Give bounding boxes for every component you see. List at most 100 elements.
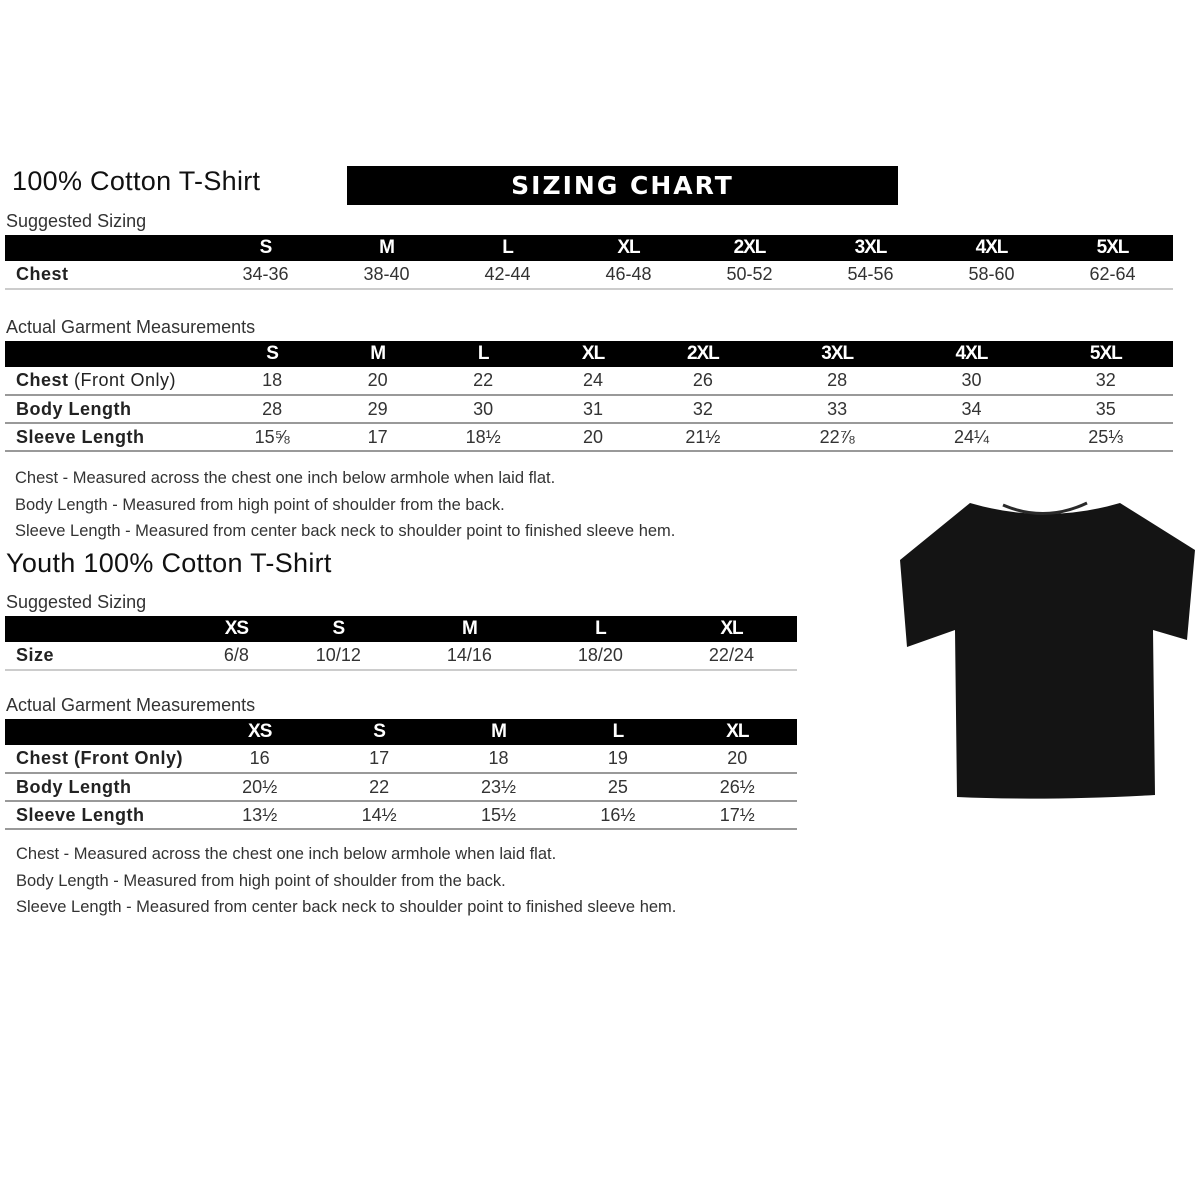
row-label: Chest: [5, 261, 205, 290]
cell-value: 19: [558, 745, 678, 774]
adult-actual-table: S M L XL 2XL 3XL 4XL 5XL Chest (Front Only) 18 20 2…: [5, 341, 1173, 452]
table-row: Sleeve Length 13½ 14½ 15½ 16½ 17½: [5, 801, 797, 830]
row-label-text: Size: [16, 645, 55, 665]
cell-value: 25⅓: [1038, 423, 1173, 452]
cell-value: 22: [319, 773, 439, 802]
header-blank: [5, 719, 200, 745]
row-label: Sleeve Length: [5, 423, 205, 452]
note-body-length: Body Length - Measured from high point o…: [15, 495, 505, 514]
cell-value: 24: [550, 367, 636, 396]
tshirt-icon: [900, 501, 1195, 799]
size-header-2xl: 2XL: [635, 341, 771, 367]
note-chest: Chest - Measured across the chest one in…: [16, 845, 557, 863]
cell-value: 17: [339, 423, 417, 452]
cell-value: 28: [205, 395, 340, 424]
cell-value: 18: [205, 367, 340, 396]
cell-value: 28: [770, 367, 905, 396]
youth-actual-label: Actual Garment Measurements: [6, 695, 256, 715]
size-header-s: S: [319, 719, 439, 745]
size-header-xl: XL: [665, 616, 797, 642]
size-header-5xl: 5XL: [1038, 341, 1173, 367]
cell-value: 17½: [677, 801, 797, 830]
cell-value: 6/8: [200, 642, 273, 671]
row-label: Chest (Front Only): [5, 745, 200, 774]
row-label-text: Chest: [16, 264, 69, 284]
youth-actual-table: XS S M L XL Chest (Front Only) 16 17 18 19 20 Body …: [5, 719, 797, 830]
note-chest: Chest - Measured across the chest one in…: [15, 469, 556, 487]
size-header-m: M: [326, 235, 447, 261]
table-row: Body Length 20½ 22 23½ 25 26½: [5, 773, 797, 802]
cell-value: 31: [550, 395, 636, 424]
table-row: Chest (Front Only) 16 17 18 19 20: [5, 745, 797, 774]
cell-value: 34: [904, 395, 1039, 424]
size-header-xl: XL: [568, 235, 689, 261]
youth-notes: Chest - Measured across the chest one in…: [16, 841, 676, 921]
size-header-4xl: 4XL: [931, 235, 1052, 261]
note-sleeve-length: Sleeve Length - Measured from center bac…: [15, 522, 676, 540]
row-label: Body Length: [5, 773, 200, 802]
row-label: Chest (Front Only): [5, 367, 205, 396]
size-header-3xl: 3XL: [770, 341, 905, 367]
cell-value: 62-64: [1052, 261, 1173, 290]
cell-value: 13½: [200, 801, 320, 830]
cell-value: 54-56: [810, 261, 931, 290]
youth-suggested-table: XS S M L XL Size 6/8 10/12 14/16 18/20 22/24: [5, 616, 797, 671]
size-header-row: S M L XL 2XL 3XL 4XL 5XL: [5, 341, 1173, 367]
size-header-l: L: [416, 341, 551, 367]
row-label: Sleeve Length: [5, 801, 200, 830]
cell-value: 18/20: [534, 642, 666, 671]
row-label: Body Length: [5, 395, 205, 424]
size-header-l: L: [558, 719, 678, 745]
note-body-length: Body Length - Measured from high point o…: [16, 871, 506, 890]
row-label-text: Body Length: [16, 776, 132, 797]
size-header-row: S M L XL 2XL 3XL 4XL 5XL: [5, 235, 1173, 261]
youth-suggested-label: Suggested Sizing: [6, 592, 147, 612]
adult-actual-label: Actual Garment Measurements: [6, 317, 256, 337]
cell-value: 32: [1038, 367, 1173, 396]
youth-title: Youth 100% Cotton T-Shirt: [6, 548, 332, 578]
size-header-2xl: 2XL: [689, 235, 810, 261]
table-row: Sleeve Length 15⅝ 17 18½ 20 21½ 22⅞ 24¼ 25⅓: [5, 423, 1173, 452]
cell-value: 50-52: [689, 261, 810, 290]
row-label-text: Sleeve Length: [16, 804, 145, 825]
cell-value: 15⅝: [205, 423, 340, 452]
cell-value: 22/24: [665, 642, 797, 671]
cell-value: 10/12: [272, 642, 404, 671]
size-header-4xl: 4XL: [904, 341, 1039, 367]
cell-value: 42-44: [447, 261, 568, 290]
size-header-xs: XS: [200, 616, 273, 642]
header-blank: [5, 235, 205, 261]
cell-value: 18½: [416, 423, 551, 452]
cell-value: 14½: [319, 801, 439, 830]
adult-notes: Chest - Measured across the chest one in…: [15, 465, 675, 545]
size-header-m: M: [403, 616, 535, 642]
header-blank: [5, 616, 200, 642]
cell-value: 17: [319, 745, 439, 774]
adult-title: 100% Cotton T-Shirt: [12, 166, 261, 196]
cell-value: 35: [1038, 395, 1173, 424]
adult-suggested-label: Suggested Sizing: [6, 211, 147, 231]
cell-value: 29: [339, 395, 417, 424]
cell-value: 21½: [635, 423, 771, 452]
cell-value: 16: [200, 745, 320, 774]
cell-value: 14/16: [403, 642, 535, 671]
cell-value: 25: [558, 773, 678, 802]
cell-value: 33: [770, 395, 905, 424]
row-label: Size: [5, 642, 200, 671]
table-row: Chest 34-36 38-40 42-44 46-48 50-52 54-56 58-60…: [5, 261, 1173, 290]
cell-value: 32: [635, 395, 771, 424]
size-header-l: L: [534, 616, 666, 642]
row-label-text: Body Length: [16, 398, 132, 419]
cell-value: 30: [904, 367, 1039, 396]
size-header-xs: XS: [200, 719, 320, 745]
cell-value: 34-36: [205, 261, 326, 290]
header-blank: [5, 341, 205, 367]
size-header-row: XS S M L XL: [5, 616, 797, 642]
cell-value: 16½: [558, 801, 678, 830]
size-header-5xl: 5XL: [1052, 235, 1173, 261]
size-header-m: M: [438, 719, 559, 745]
cell-value: 22⅞: [770, 423, 905, 452]
sizing-chart-banner: SIZING CHART: [347, 166, 898, 205]
cell-value: 30: [416, 395, 551, 424]
note-sleeve-length: Sleeve Length - Measured from center bac…: [16, 898, 677, 916]
